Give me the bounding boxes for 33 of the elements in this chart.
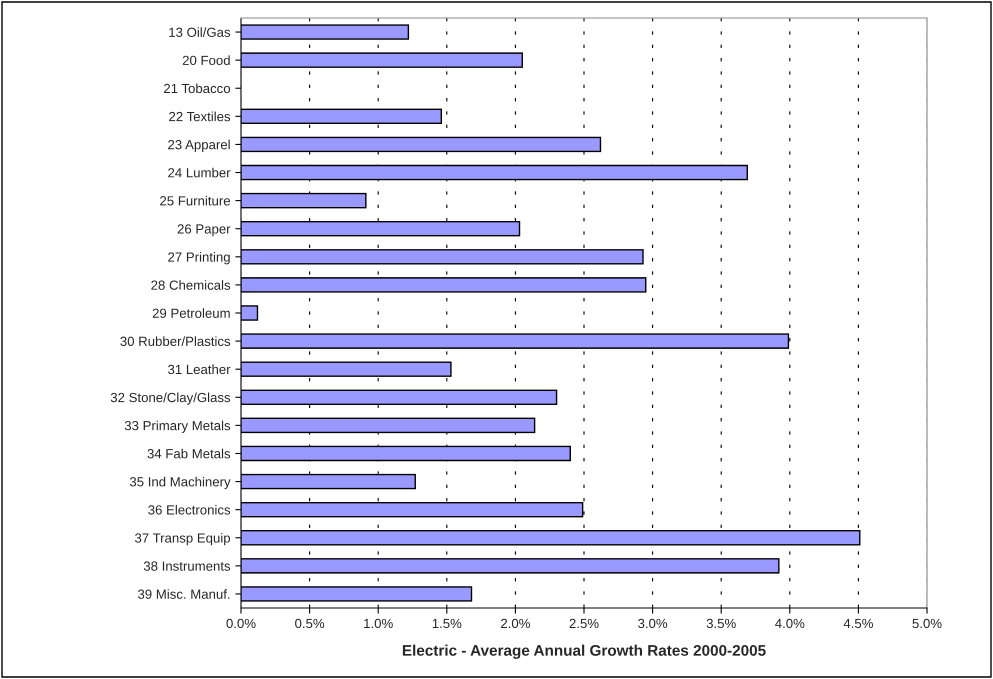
y-tick-label: 31 Leather <box>168 364 230 374</box>
y-tick-label: 34 Fab Metals <box>147 448 230 458</box>
x-tick-label: 0.0% <box>226 618 256 628</box>
y-tick-label: 26 Paper <box>178 224 230 236</box>
y-tick-label: 25 Furniture <box>160 196 230 206</box>
y-tick-label: 39 Misc. Manuf. <box>138 589 230 599</box>
y-tick-label: 28 Chemicals <box>151 280 230 290</box>
y-tick-label: 33 Primary Metals <box>124 420 230 433</box>
y-tick-label: 24 Lumber <box>168 168 230 178</box>
y-tick-label: 29 Petroleum <box>152 308 230 318</box>
y-tick-label: 27 Printing <box>168 252 230 264</box>
y-tick-label: 20 Food <box>182 55 230 66</box>
x-tick-label: 5.0% <box>912 618 942 628</box>
x-tick-label: 3.0% <box>638 618 668 628</box>
x-tick-label: 3.5% <box>706 618 736 628</box>
x-tick-label: 0.5% <box>295 618 324 628</box>
x-tick-label: 2.0% <box>501 618 530 628</box>
x-tick-label: 1.5% <box>432 618 462 628</box>
y-tick-label: 13 Oil/Gas <box>169 27 230 37</box>
x-axis-title: Electric - Average Annual Growth Rates 2000-2005 <box>402 644 766 659</box>
y-tick-label: 36 Electronics <box>148 504 230 515</box>
x-tick-label: 1.0% <box>364 618 393 628</box>
y-tick-label: 21 Tobacco <box>164 83 230 94</box>
y-tick-label: 32 Stone/Clay/Glass <box>110 392 230 405</box>
x-tick-label: 2.5% <box>570 618 599 628</box>
y-tick-label: 23 Apparel <box>168 140 230 152</box>
y-tick-label: 38 Instruments <box>144 561 230 571</box>
y-tick-label: 22 Textiles <box>169 112 230 122</box>
y-tick-label: 30 Rubber/Plastics <box>120 336 230 346</box>
y-tick-label: 35 Ind Machinery <box>130 476 231 490</box>
x-tick-label: 4.5% <box>844 618 873 628</box>
y-tick-label: 37 Transp Equip <box>135 532 230 546</box>
x-tick-label: 4.0% <box>775 618 804 628</box>
